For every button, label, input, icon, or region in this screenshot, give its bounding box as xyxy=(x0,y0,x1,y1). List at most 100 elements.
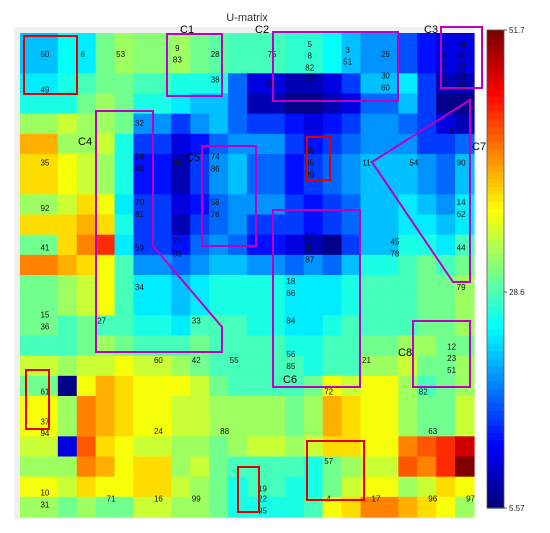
heatmap-cell xyxy=(76,456,97,478)
heatmap-cell xyxy=(95,214,116,236)
heatmap-cell xyxy=(190,275,210,296)
heatmap-cell xyxy=(190,295,210,316)
heatmap-cell xyxy=(76,396,97,417)
heatmap-cell xyxy=(57,214,78,236)
heatmap-cell xyxy=(417,53,437,74)
colorbar-step xyxy=(487,418,504,427)
heatmap-cell xyxy=(171,234,191,256)
heatmap-cell xyxy=(57,295,78,316)
heatmap-cell xyxy=(38,33,59,54)
heatmap-cell xyxy=(95,375,116,397)
heatmap-cell xyxy=(20,113,40,135)
heatmap-cell xyxy=(228,295,248,316)
heatmap-cell xyxy=(284,315,305,337)
heatmap-cell xyxy=(379,214,399,236)
heatmap-cell xyxy=(247,396,267,417)
heatmap-cell xyxy=(284,456,305,478)
heatmap-cell xyxy=(247,93,267,115)
heatmap-cell xyxy=(209,496,229,518)
heatmap-cell xyxy=(417,335,437,357)
node-label: 70 xyxy=(135,198,144,207)
colorbar-step xyxy=(487,74,504,83)
heatmap-cell xyxy=(152,416,172,437)
heatmap-cell xyxy=(265,53,286,74)
heatmap-cell xyxy=(190,476,210,498)
node-label: 78 xyxy=(390,249,399,258)
heatmap-cell xyxy=(436,93,456,115)
heatmap-cell xyxy=(76,113,97,135)
heatmap-cell xyxy=(133,476,154,498)
cluster-outline-c7 xyxy=(370,98,471,283)
heatmap-cell xyxy=(436,355,456,377)
heatmap-cell xyxy=(360,315,381,337)
heatmap-cell xyxy=(341,33,362,54)
heatmap-cell xyxy=(398,113,418,135)
cluster-outline-c4 xyxy=(95,110,223,353)
heatmap-cell xyxy=(95,416,116,437)
cluster-name-c6: C6 xyxy=(283,374,297,386)
heatmap-cell xyxy=(360,33,381,54)
node-label: 72 xyxy=(324,388,333,397)
heatmap-cell xyxy=(398,254,418,276)
heatmap-cell xyxy=(322,194,343,216)
heatmap-cell xyxy=(57,154,78,175)
colorbar-step xyxy=(487,358,504,367)
heatmap-cell xyxy=(133,113,154,135)
heatmap-cell xyxy=(95,355,116,377)
heatmap-cell xyxy=(209,275,229,296)
heatmap-cell xyxy=(398,436,418,458)
heatmap-cell xyxy=(114,396,135,417)
heatmap-cell xyxy=(171,375,191,397)
heatmap-cell xyxy=(436,154,456,175)
node-label: 94 xyxy=(40,429,49,438)
heatmap-cell xyxy=(133,133,154,155)
heatmap-cell xyxy=(228,113,248,135)
heatmap-cell xyxy=(57,436,78,458)
heatmap-cell xyxy=(303,496,324,518)
node-label: 22 xyxy=(258,494,267,503)
colorbar: 51.7 28.6 5.57 xyxy=(486,26,525,513)
heatmap-cell xyxy=(228,436,248,458)
heatmap-cell xyxy=(228,154,248,175)
heatmap-cell xyxy=(341,496,362,518)
heatmap-cell xyxy=(398,73,418,95)
colorbar-step xyxy=(487,493,504,502)
heatmap-cell xyxy=(455,456,475,478)
highlight-box xyxy=(25,369,50,430)
heatmap-cell xyxy=(417,436,437,458)
heatmap-cell xyxy=(152,396,172,417)
heatmap-cell xyxy=(284,295,305,316)
colorbar-step xyxy=(487,343,504,352)
heatmap-cell xyxy=(284,335,305,357)
heatmap-cell xyxy=(38,93,59,115)
heatmap-cell xyxy=(190,53,210,74)
node-label: 65 xyxy=(305,158,314,167)
heatmap-cell xyxy=(341,53,362,74)
heatmap-cell xyxy=(95,254,116,276)
heatmap-cell xyxy=(417,214,437,236)
heatmap-cell xyxy=(265,496,286,518)
colorbar-step xyxy=(487,321,504,330)
heatmap-cell xyxy=(209,476,229,498)
heatmap-cell xyxy=(360,254,381,276)
node-label: 44 xyxy=(457,243,466,252)
heatmap-cell xyxy=(436,416,456,437)
heatmap-cell xyxy=(114,73,135,95)
heatmap-cell xyxy=(114,315,135,337)
heatmap-cell xyxy=(190,174,210,195)
node-label: 21 xyxy=(362,356,371,365)
heatmap-cell xyxy=(76,234,97,256)
heatmap-grid xyxy=(14,27,475,519)
heatmap-cell xyxy=(209,295,229,316)
heatmap-cell xyxy=(228,194,248,216)
node-label: 89 xyxy=(305,170,314,179)
heatmap-cell xyxy=(190,214,210,236)
heatmap-cell xyxy=(265,335,286,357)
cluster-name-c4: C4 xyxy=(78,136,92,148)
heatmap-cell xyxy=(209,214,229,236)
node-label: 83 xyxy=(173,56,182,65)
heatmap-cell xyxy=(209,174,229,195)
cluster-outline-c6 xyxy=(272,209,361,388)
heatmap-cell xyxy=(76,315,97,337)
heatmap-cell xyxy=(209,113,229,135)
